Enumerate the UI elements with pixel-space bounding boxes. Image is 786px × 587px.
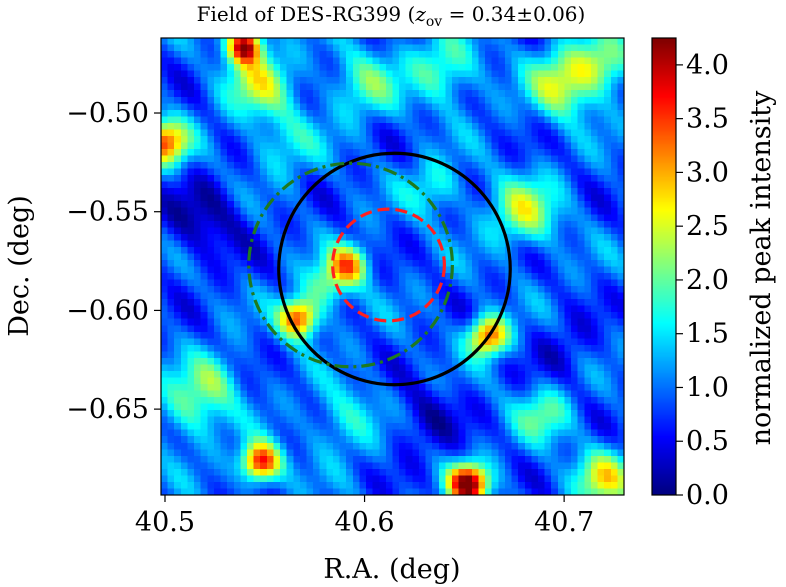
colorbar-tick-label: 2.0 [686,265,729,296]
colorbar-tick-label: 3.0 [686,157,729,188]
y-axis-label: Dec. (deg) [4,195,35,337]
title-prefix: Field of DES-RG399 ( [197,2,416,26]
y-tick-label: −0.60 [66,295,149,326]
colorbar-tick-label: 2.5 [686,211,729,242]
title-sub: ov [426,14,442,30]
x-axis-label: R.A. (deg) [323,554,460,585]
circles-layer [247,151,512,387]
heatmap-image [161,38,624,495]
colorbar-label: normalized peak intensity [746,90,777,445]
circle-red-dashed [331,207,446,323]
colorbar-ticks: 0.0 0.5 1.0 1.5 2.0 2.5 3.0 3.5 4.0 [676,50,729,511]
title-value: = 0.34±0.06 [442,2,577,26]
circle-black-solid [277,151,512,387]
colorbar-tick-label: 1.5 [686,319,729,350]
y-axis-ticks: −0.50 −0.55 −0.60 −0.65 [66,98,161,425]
chart-title: Field of DES-RG399 (zov = 0.34±0.06) [197,2,586,30]
plot-frame [160,37,625,496]
colorbar-tick-label: 4.0 [686,50,729,81]
colorbar-image [652,38,676,495]
title-var: z [414,2,426,26]
title-close: ) [578,2,586,26]
y-tick-label: −0.65 [66,394,149,425]
x-axis-ticks: 40.5 40.6 40.7 [135,495,594,538]
x-tick-label: 40.6 [334,507,394,538]
colorbar-tick-label: 0.0 [686,480,729,511]
y-tick-label: −0.55 [66,197,149,228]
y-tick-label: −0.50 [66,98,149,129]
circle-green-dash-dot [247,161,454,369]
colorbar-tick-label: 1.0 [686,372,729,403]
colorbar-frame [651,37,677,496]
x-tick-label: 40.7 [534,507,594,538]
colorbar-tick-label: 0.5 [686,426,729,457]
x-tick-label: 40.5 [135,507,195,538]
colorbar-tick-label: 3.5 [686,104,729,135]
heatmap [161,38,624,495]
